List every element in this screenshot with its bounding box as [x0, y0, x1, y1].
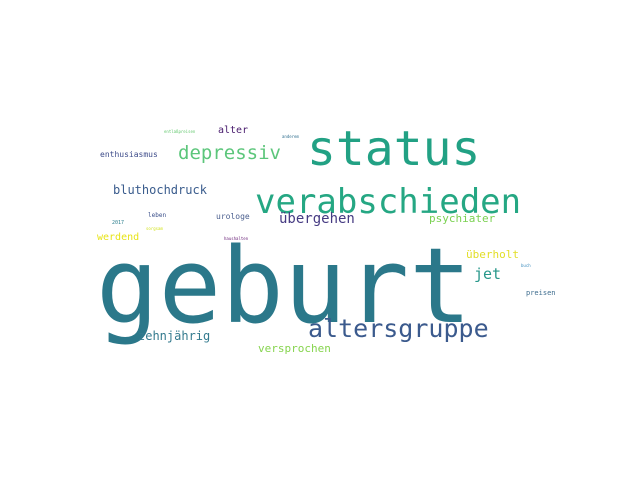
word-uebergehen: übergehen	[279, 211, 355, 227]
word-altersgruppe: altersgruppe	[308, 314, 489, 343]
word-entlasspreisen: entlaßpreisen	[164, 129, 196, 134]
word-anderem: anderem	[282, 134, 299, 139]
word-alter: alter	[218, 125, 249, 136]
word-preisen: preisen	[526, 289, 556, 297]
word-psychiater: psychiater	[429, 212, 496, 225]
word-verabschieden: verabschieden	[255, 182, 522, 222]
word-bluthochdruck: bluthochdruck	[113, 183, 207, 197]
word-versprochen: versprochen	[258, 342, 331, 355]
word-2017: 2017	[112, 220, 125, 226]
word-werdend: werdend	[97, 232, 140, 243]
word-ueberholt: überholt	[466, 248, 519, 261]
word-haushalten: haushalten	[224, 236, 249, 241]
word-buch: buch	[521, 263, 531, 268]
word-urologe: urologe	[216, 212, 250, 221]
word-zehnjaehrig: zehnjährig	[138, 329, 211, 343]
word-geburt: geburt	[96, 225, 472, 347]
word-depressiv: depressiv	[178, 142, 281, 164]
word-status: status	[307, 121, 481, 177]
word-jet: jet	[474, 265, 502, 283]
word-sorgsam: sorgsam	[146, 226, 163, 231]
word-enthusiasmus: enthusiasmus	[100, 150, 158, 159]
word-leben: leben	[148, 212, 167, 219]
